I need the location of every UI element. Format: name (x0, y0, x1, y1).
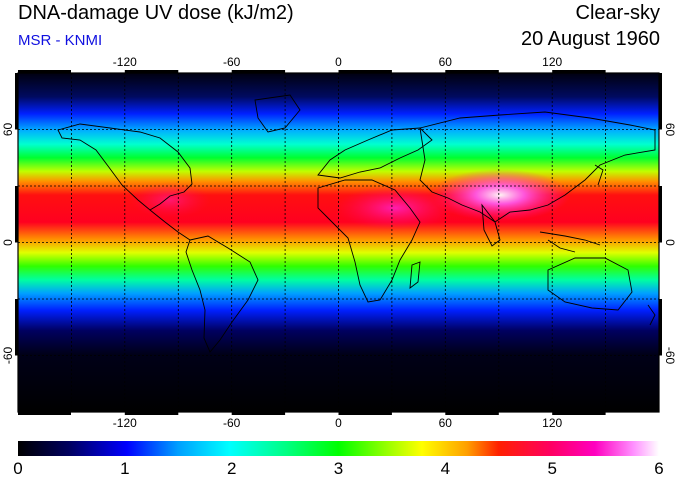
coastlines (57, 94, 656, 353)
source-label: MSR - KNMI (18, 32, 103, 49)
colorbar-label: 0 (13, 459, 22, 478)
sky-condition-label: Clear-sky (575, 2, 660, 24)
lat-label-right: 60 (663, 123, 677, 137)
lat-label-left: 0 (1, 239, 15, 246)
lon-label-top: 60 (439, 55, 453, 69)
map-title: DNA-damage UV dose (kJ/m2) (18, 2, 294, 24)
lat-label-right: 0 (663, 239, 677, 246)
colorbar (18, 441, 659, 456)
lon-label-top: -120 (113, 55, 137, 69)
graticule (18, 73, 659, 412)
lat-label-left: 60 (1, 123, 15, 137)
lon-label-bottom: 0 (335, 416, 342, 430)
colorbar-label: 6 (654, 459, 663, 478)
date-label: 20 August 1960 (520, 28, 660, 50)
colorbar-label: 5 (547, 459, 556, 478)
map-border-ticks (15, 70, 662, 415)
colorbar-label: 2 (227, 459, 236, 478)
colorbar-label: 3 (334, 459, 343, 478)
lon-label-top: 120 (542, 55, 562, 69)
lon-label-bottom: -120 (113, 416, 137, 430)
lon-label-top: 0 (335, 55, 342, 69)
lat-label-left: -60 (1, 347, 15, 365)
lat-label-right: -60 (663, 347, 677, 365)
lon-label-bottom: 60 (439, 416, 453, 430)
lon-label-bottom: -60 (223, 416, 241, 430)
lon-label-bottom: 120 (542, 416, 562, 430)
lon-label-top: -60 (223, 55, 241, 69)
colorbar-label: 1 (120, 459, 129, 478)
colorbar-label: 4 (441, 459, 450, 478)
